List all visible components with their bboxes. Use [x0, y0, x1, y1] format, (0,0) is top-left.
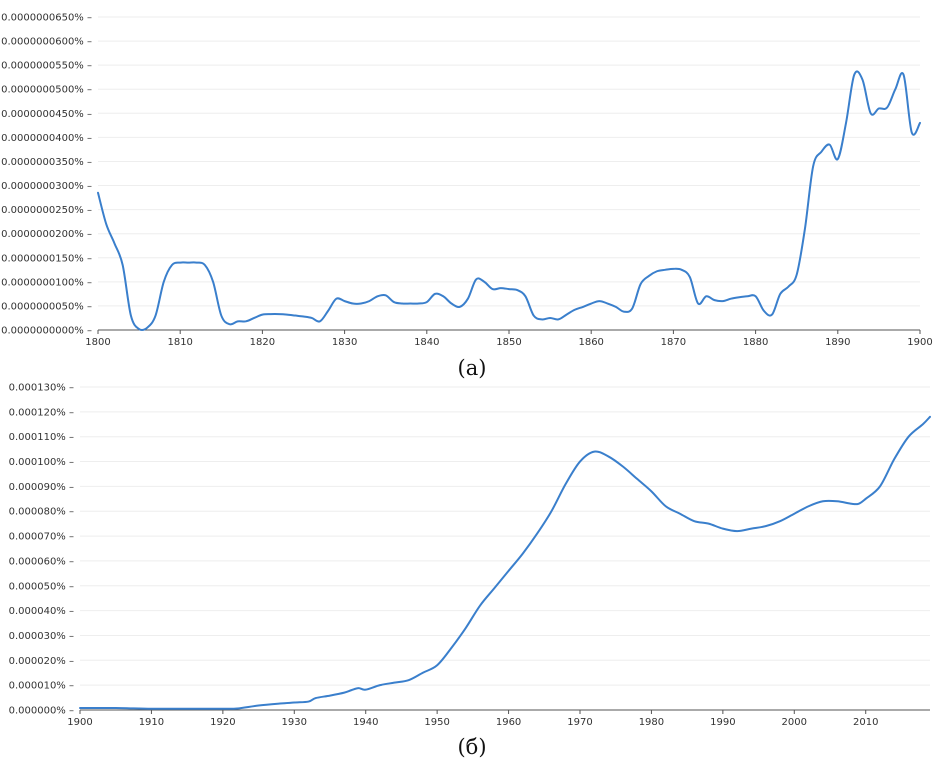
y-tick-label-b-8: 0.000080% –: [9, 507, 74, 518]
y-tick-label-a-1: 0.0000000050% –: [1, 301, 92, 312]
x-tick-label-b-11: 2010: [853, 717, 878, 728]
x-tick-label-b-9: 1990: [710, 717, 735, 728]
x-tick-label-a-6: 1860: [578, 337, 603, 348]
x-tick-label-a-4: 1840: [414, 337, 439, 348]
x-tick-label-b-7: 1970: [567, 717, 592, 728]
series-line-b-0: [79, 415, 931, 710]
chart-b: 0.000000% – 0.000010% – 0.000020% – 0.00003…: [9, 383, 931, 728]
x-tick-label-b-6: 1960: [496, 717, 521, 728]
y-tick-label-b-6: 0.000060% –: [9, 556, 74, 567]
y-tick-label-a-6: 0.0000000300% –: [1, 181, 92, 192]
y-tick-label-b-2: 0.000020% –: [9, 656, 74, 667]
x-tick-label-b-3: 1930: [282, 717, 307, 728]
y-tick-label-b-0: 0.000000% –: [9, 706, 74, 717]
y-tick-label-b-9: 0.000090% –: [9, 482, 74, 493]
x-tick-label-b-0: 1900: [67, 717, 92, 728]
y-tick-label-b-10: 0.000100% –: [9, 457, 74, 468]
y-tick-label-b-5: 0.000050% –: [9, 581, 74, 592]
y-tick-label-a-2: 0.0000000100% –: [1, 277, 92, 288]
y-tick-label-a-7: 0.0000000350% –: [1, 157, 92, 168]
y-tick-label-a-5: 0.0000000250% –: [1, 205, 92, 216]
x-tick-label-b-2: 1920: [210, 717, 235, 728]
y-tick-label-a-12: 0.0000000600% –: [1, 37, 92, 48]
x-tick-label-b-10: 2000: [782, 717, 807, 728]
y-tick-label-a-13: 0.0000000650% –: [1, 13, 92, 24]
x-tick-label-a-10: 1900: [907, 337, 932, 348]
x-tick-label-a-1: 1810: [167, 337, 192, 348]
x-tick-label-b-5: 1950: [424, 717, 449, 728]
series-line-a-0: [97, 70, 921, 332]
y-tick-label-b-3: 0.000030% –: [9, 631, 74, 642]
x-tick-label-b-8: 1980: [639, 717, 664, 728]
x-tick-label-a-8: 1880: [743, 337, 768, 348]
y-tick-label-a-4: 0.0000000200% –: [1, 229, 92, 240]
y-tick-label-b-12: 0.000120% –: [9, 407, 74, 418]
x-tick-label-a-9: 1890: [825, 337, 850, 348]
x-tick-label-a-2: 1820: [250, 337, 275, 348]
x-tick-label-a-7: 1870: [661, 337, 686, 348]
x-tick-label-a-3: 1830: [332, 337, 357, 348]
y-tick-label-a-0: 0.0000000000% –: [1, 326, 92, 337]
x-tick-label-b-1: 1910: [139, 717, 164, 728]
y-tick-label-a-11: 0.0000000550% –: [1, 61, 92, 72]
caption-b: (б): [457, 735, 486, 759]
y-tick-label-b-1: 0.000010% –: [9, 681, 74, 692]
chart-a: 0.0000000000% – 0.0000000050% – 0.00000001…: [1, 13, 933, 349]
y-tick-label-a-10: 0.0000000500% –: [1, 85, 92, 96]
x-tick-label-b-4: 1940: [353, 717, 378, 728]
x-tick-label-a-5: 1850: [496, 337, 521, 348]
x-tick-label-a-0: 1800: [85, 337, 110, 348]
y-tick-label-a-3: 0.0000000150% –: [1, 253, 92, 264]
y-tick-label-b-13: 0.000130% –: [9, 383, 74, 394]
y-tick-label-a-8: 0.0000000400% –: [1, 133, 92, 144]
y-tick-label-b-11: 0.000110% –: [9, 432, 74, 443]
caption-a: (a): [458, 356, 487, 380]
y-tick-label-a-9: 0.0000000450% –: [1, 109, 92, 120]
y-tick-label-b-4: 0.000040% –: [9, 606, 74, 617]
y-tick-label-b-7: 0.000070% –: [9, 532, 74, 543]
